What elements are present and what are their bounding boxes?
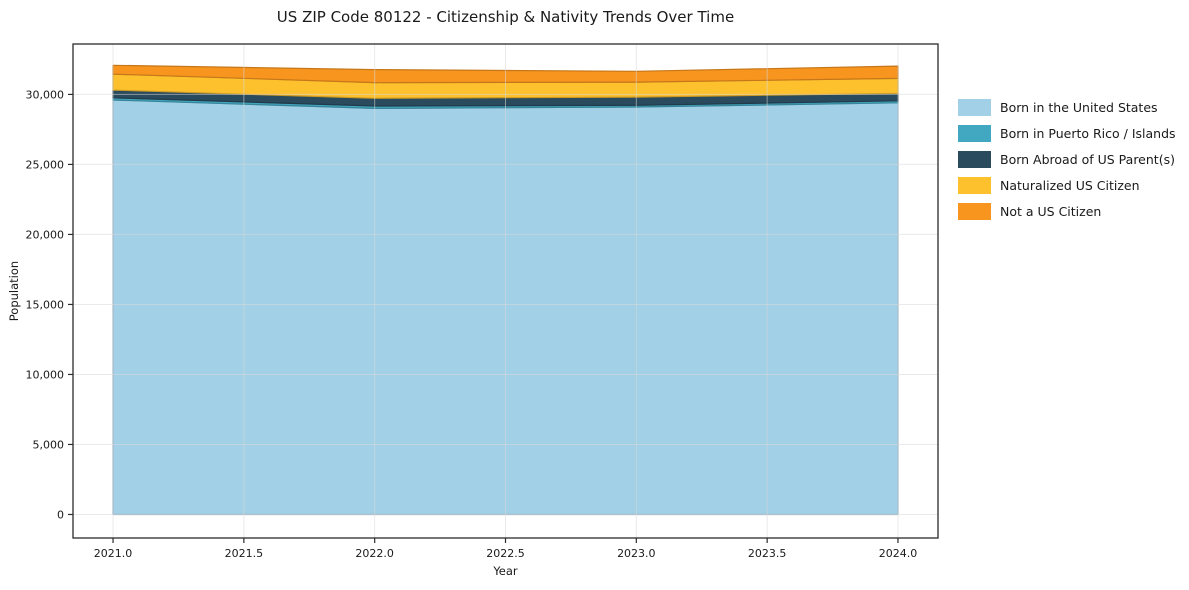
legend-label: Born in Puerto Rico / Islands xyxy=(1000,126,1176,141)
legend-label: Not a US Citizen xyxy=(1000,204,1102,219)
x-tick-label: 2022.5 xyxy=(486,547,525,560)
x-tick-label: 2024.0 xyxy=(879,547,918,560)
x-tick-label: 2021.0 xyxy=(94,547,133,560)
legend-item: Naturalized US Citizen xyxy=(958,177,1176,194)
y-tick-label: 0 xyxy=(57,508,64,521)
legend-label: Born in the United States xyxy=(1000,100,1158,115)
legend-item: Born in Puerto Rico / Islands xyxy=(958,125,1176,142)
legend-label: Naturalized US Citizen xyxy=(1000,178,1140,193)
y-tick-label: 20,000 xyxy=(26,228,65,241)
x-tick-label: 2023.5 xyxy=(748,547,787,560)
legend-swatch xyxy=(958,203,991,220)
legend-swatch xyxy=(958,99,991,116)
legend-label: Born Abroad of US Parent(s) xyxy=(1000,152,1175,167)
legend-swatch xyxy=(958,125,991,142)
x-tick-label: 2022.0 xyxy=(355,547,394,560)
y-tick-label: 5,000 xyxy=(33,438,65,451)
legend: Born in the United States Born in Puerto … xyxy=(958,99,1176,220)
x-tick-label: 2023.0 xyxy=(617,547,656,560)
x-tick-label: 2021.5 xyxy=(225,547,264,560)
x-axis-label: Year xyxy=(493,564,518,578)
legend-item: Born in the United States xyxy=(958,99,1176,116)
y-tick-label: 10,000 xyxy=(26,368,65,381)
chart-title: US ZIP Code 80122 - Citizenship & Nativi… xyxy=(276,8,735,26)
legend-item: Not a US Citizen xyxy=(958,203,1176,220)
legend-swatch xyxy=(958,151,991,168)
y-tick-label: 25,000 xyxy=(26,158,65,171)
y-tick-label: 15,000 xyxy=(26,298,65,311)
legend-swatch xyxy=(958,177,991,194)
legend-item: Born Abroad of US Parent(s) xyxy=(958,151,1176,168)
y-tick-label: 30,000 xyxy=(26,88,65,101)
